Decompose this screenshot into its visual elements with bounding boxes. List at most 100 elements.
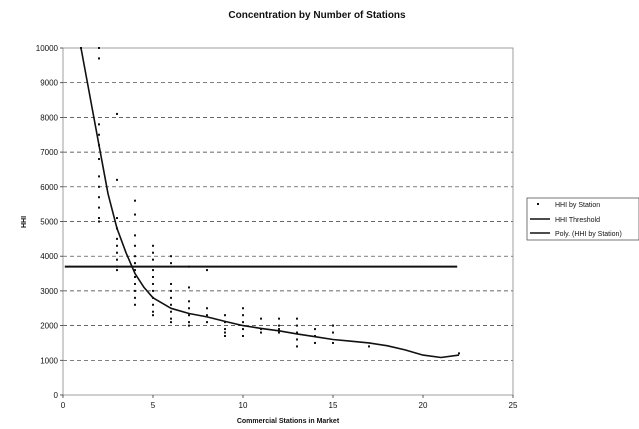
data-point (170, 321, 172, 324)
data-point (188, 300, 190, 303)
y-tick-label: 10000 (36, 44, 59, 53)
data-point (206, 321, 208, 324)
legend-marker-points (537, 203, 539, 205)
data-point (296, 345, 298, 348)
data-point (152, 258, 154, 261)
data-point (170, 262, 172, 265)
data-point (152, 303, 154, 306)
data-point (116, 244, 118, 247)
data-point (98, 133, 100, 136)
data-point (116, 112, 118, 115)
poly-trendline (80, 47, 460, 359)
data-point (116, 251, 118, 254)
data-point (296, 331, 298, 334)
data-point (188, 265, 190, 268)
data-point (242, 314, 244, 317)
data-point (188, 286, 190, 289)
data-point (170, 255, 172, 258)
data-point (134, 244, 136, 247)
data-point (278, 331, 280, 334)
data-point (206, 307, 208, 310)
data-point (260, 331, 262, 334)
data-point (98, 185, 100, 188)
gridlines (63, 82, 513, 361)
data-point (98, 206, 100, 209)
data-point (152, 251, 154, 254)
data-point (332, 341, 334, 344)
data-point (332, 331, 334, 334)
y-tick-label: 9000 (40, 79, 58, 88)
data-point (242, 307, 244, 310)
data-point (224, 331, 226, 334)
data-point (278, 317, 280, 320)
data-point (134, 213, 136, 216)
series-hhi-by-station (80, 47, 460, 355)
x-tick-label: 5 (151, 401, 156, 410)
data-point (260, 328, 262, 331)
y-tick-label: 4000 (40, 252, 58, 261)
data-point (368, 345, 370, 348)
chart-title: Concentration by Number of Stations (228, 10, 406, 21)
data-point (134, 276, 136, 279)
x-axis-label: Commercial Stations in Market (237, 418, 340, 425)
data-point (170, 310, 172, 313)
data-point (98, 196, 100, 199)
x-tick-label: 20 (419, 401, 428, 410)
data-point (206, 314, 208, 317)
data-point (116, 178, 118, 181)
data-point (152, 276, 154, 279)
data-point (314, 341, 316, 344)
data-point (170, 303, 172, 306)
data-point (224, 335, 226, 338)
data-point (116, 237, 118, 240)
data-point (242, 321, 244, 324)
data-point (116, 269, 118, 272)
legend-label-poly: Poly. (HHI by Station) (555, 231, 622, 238)
legend-label-points: HHI by Station (555, 202, 600, 209)
data-point (134, 269, 136, 272)
data-point (170, 317, 172, 320)
data-point (134, 303, 136, 306)
data-point (98, 175, 100, 178)
data-point (170, 289, 172, 292)
y-axis: 0 1000 2000 3000 4000 5000 6000 7000 8000 9000 100… (36, 44, 63, 400)
data-point (170, 282, 172, 285)
series-poly (80, 47, 460, 359)
data-point (98, 57, 100, 60)
data-point (188, 324, 190, 327)
data-point (332, 324, 334, 327)
data-point (134, 289, 136, 292)
data-point (296, 324, 298, 327)
y-tick-label: 2000 (40, 322, 58, 331)
data-point (458, 352, 460, 355)
data-point (260, 317, 262, 320)
data-point (170, 296, 172, 299)
y-tick-label: 7000 (40, 148, 58, 157)
y-tick-label: 1000 (40, 356, 58, 365)
data-point (152, 282, 154, 285)
y-tick-label: 0 (54, 391, 59, 400)
data-point (152, 289, 154, 292)
data-point (98, 144, 100, 147)
data-point (134, 296, 136, 299)
data-point (188, 307, 190, 310)
y-axis-label: HHI (21, 216, 28, 228)
data-point (116, 265, 118, 268)
data-point (224, 314, 226, 317)
data-point (224, 321, 226, 324)
data-point (98, 217, 100, 220)
data-point (278, 324, 280, 327)
legend: HHI by Station HHI Threshold Poly. (HHI … (526, 197, 639, 241)
data-point (134, 199, 136, 202)
data-point (188, 321, 190, 324)
data-point (296, 338, 298, 341)
data-point (152, 314, 154, 317)
y-tick-label: 6000 (40, 183, 58, 192)
data-point (278, 328, 280, 331)
data-point (98, 220, 100, 223)
data-point (134, 234, 136, 237)
x-tick-label: 0 (61, 401, 66, 410)
data-point (116, 258, 118, 261)
data-point (206, 269, 208, 272)
